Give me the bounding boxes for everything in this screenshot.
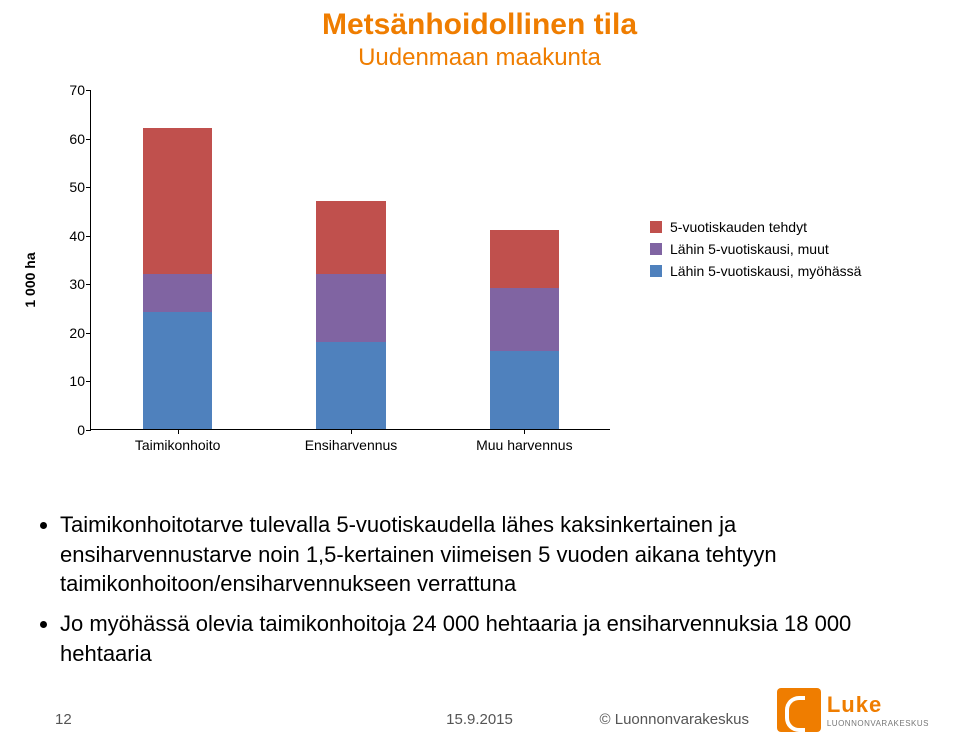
y-tick-mark	[86, 284, 91, 285]
slide-title: Metsänhoidollinen tila	[0, 8, 959, 42]
legend-item: Lähin 5-vuotiskausi, myöhässä	[650, 263, 861, 279]
x-category-label: Ensiharvennus	[305, 437, 398, 453]
x-category-label: Taimikonhoito	[135, 437, 221, 453]
plot-outer: 010203040506070TaimikonhoitoEnsiharvennu…	[90, 90, 920, 430]
bar-segment	[490, 288, 559, 351]
logo-subtext: LUONNONVARAKESKUS	[827, 719, 929, 728]
plot-area: 010203040506070TaimikonhoitoEnsiharvennu…	[90, 90, 610, 430]
bullet-item: Jo myöhässä olevia taimikonhoitoja 24 00…	[60, 609, 899, 668]
bar-segment	[143, 274, 212, 313]
bar-segment	[316, 201, 385, 274]
legend-swatch-icon	[650, 221, 662, 233]
bullet-list: Taimikonhoitotarve tulevalla 5-vuotiskau…	[60, 510, 899, 678]
slide-subtitle: Uudenmaan maakunta	[0, 44, 959, 72]
x-tick-mark	[351, 429, 352, 434]
x-tick-mark	[178, 429, 179, 434]
y-tick-mark	[86, 139, 91, 140]
bars-layer	[91, 90, 610, 429]
legend-item: 5-vuotiskauden tehdyt	[650, 219, 861, 235]
bar-segment	[143, 312, 212, 429]
legend-swatch-icon	[650, 265, 662, 277]
bar-segment	[490, 230, 559, 288]
footer-date: 15.9.2015	[446, 711, 513, 728]
y-tick-mark	[86, 381, 91, 382]
bar-segment	[490, 351, 559, 429]
bullet-item: Taimikonhoitotarve tulevalla 5-vuotiskau…	[60, 510, 899, 599]
legend-label: Lähin 5-vuotiskausi, myöhässä	[670, 263, 861, 279]
logo-mark-icon	[777, 688, 821, 732]
bar-segment	[316, 274, 385, 342]
x-tick-mark	[524, 429, 525, 434]
bar-segment	[143, 128, 212, 274]
y-tick-mark	[86, 187, 91, 188]
y-tick-mark	[86, 236, 91, 237]
logo: Luke LUONNONVARAKESKUS	[777, 688, 929, 732]
footer-copyright: © Luonnonvarakeskus	[600, 711, 749, 728]
bar-group	[490, 90, 559, 429]
bar-group	[316, 90, 385, 429]
legend: 5-vuotiskauden tehdyt Lähin 5-vuotiskausi…	[650, 219, 861, 285]
y-tick-mark	[86, 90, 91, 91]
title-block: Metsänhoidollinen tila Uudenmaan maakunt…	[0, 8, 959, 72]
y-tick-mark	[86, 430, 91, 431]
legend-swatch-icon	[650, 243, 662, 255]
x-category-label: Muu harvennus	[476, 437, 573, 453]
legend-label: 5-vuotiskauden tehdyt	[670, 219, 807, 235]
y-tick-mark	[86, 333, 91, 334]
chart: 1 000 ha 010203040506070TaimikonhoitoEns…	[40, 90, 920, 470]
y-axis-label: 1 000 ha	[22, 252, 38, 307]
legend-label: Lähin 5-vuotiskausi, muut	[670, 241, 829, 257]
logo-text: Luke	[827, 692, 929, 718]
legend-item: Lähin 5-vuotiskausi, muut	[650, 241, 861, 257]
slide: Metsänhoidollinen tila Uudenmaan maakunt…	[0, 0, 959, 742]
bar-group	[143, 90, 212, 429]
footer: 12 15.9.2015 © Luonnonvarakeskus Luke LU…	[0, 688, 959, 728]
bar-segment	[316, 342, 385, 429]
page-number: 12	[55, 711, 72, 728]
